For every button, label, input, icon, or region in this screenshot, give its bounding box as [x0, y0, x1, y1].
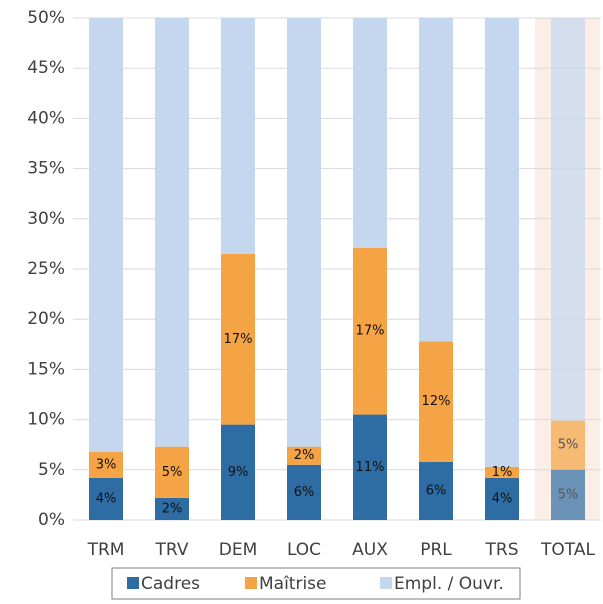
bar-segment	[485, 477, 519, 520]
data-label: 4%	[96, 491, 117, 506]
bar-segment	[287, 446, 321, 465]
y-tick-label: 45%	[27, 58, 65, 78]
x-tick-label: DEM	[219, 540, 258, 560]
bar-segment	[551, 469, 585, 520]
data-label: 5%	[558, 487, 579, 502]
bar-segment	[155, 18, 189, 447]
y-tick-label: 10%	[27, 410, 65, 430]
bar-segment	[353, 414, 387, 520]
data-label: 2%	[162, 501, 183, 516]
x-tick-label: PRL	[420, 540, 452, 560]
data-label: 5%	[162, 465, 183, 480]
bar-segment	[221, 424, 255, 520]
legend-swatch	[380, 577, 392, 589]
data-label: 12%	[422, 394, 451, 409]
y-tick-label: 20%	[27, 309, 65, 329]
y-tick-label: 50%	[27, 8, 65, 28]
bar-segment	[419, 461, 453, 520]
bar-segment	[155, 497, 189, 520]
legend-box	[111, 567, 521, 600]
bar-segment	[551, 18, 585, 421]
legend-label: Maîtrise	[259, 574, 327, 594]
x-tick-label: AUX	[352, 540, 388, 560]
x-tick-label: TRV	[155, 540, 189, 560]
bar-segment	[287, 18, 321, 447]
bar-segment	[485, 18, 519, 467]
bar-segment	[155, 446, 189, 498]
bar-segment	[89, 18, 123, 452]
data-label: 17%	[224, 332, 253, 347]
data-label: 17%	[356, 324, 385, 339]
bar-segment	[419, 18, 453, 342]
y-tick-label: 0%	[38, 510, 65, 530]
x-tick-label: TRS	[485, 540, 519, 560]
data-label: 5%	[558, 438, 579, 453]
y-tick-label: 5%	[38, 460, 65, 480]
data-label: 6%	[426, 483, 447, 498]
data-label: 2%	[294, 448, 315, 463]
bar-segment	[287, 464, 321, 520]
data-label: 11%	[356, 460, 385, 475]
bar-segment	[485, 466, 519, 478]
x-tick-label: LOC	[287, 540, 321, 560]
x-tick-label: TRM	[87, 540, 125, 560]
legend-label: Empl. / Ouvr.	[394, 574, 504, 594]
bar-segment	[419, 341, 453, 462]
label-layer: 0% 5% 10% 15% 20% 25% 30% 35% 40% 45% 50% TRM 4% 3% TR…	[27, 8, 595, 560]
grid-layer	[73, 17, 601, 521]
data-label: 1%	[492, 465, 513, 480]
bar-segment	[89, 451, 123, 478]
legend-swatch	[127, 577, 139, 589]
y-tick-label: 25%	[27, 259, 65, 279]
data-label: 4%	[492, 491, 513, 506]
bar-segment	[353, 18, 387, 248]
legend-swatch	[245, 577, 257, 589]
bar-segment	[353, 247, 387, 415]
bar-segment	[221, 253, 255, 425]
bar-layer	[89, 18, 585, 520]
y-tick-label: 35%	[27, 159, 65, 179]
bar-segment	[89, 477, 123, 520]
x-tick-label: TOTAL	[540, 540, 595, 560]
y-tick-label: 15%	[27, 359, 65, 379]
bar-segment	[221, 18, 255, 254]
data-label: 3%	[96, 457, 117, 472]
y-tick-label: 30%	[27, 209, 65, 229]
data-label: 6%	[294, 485, 315, 500]
y-tick-label: 40%	[27, 108, 65, 128]
bar-segment	[551, 420, 585, 470]
legend-label: Cadres	[141, 574, 200, 594]
data-label: 9%	[228, 465, 249, 480]
